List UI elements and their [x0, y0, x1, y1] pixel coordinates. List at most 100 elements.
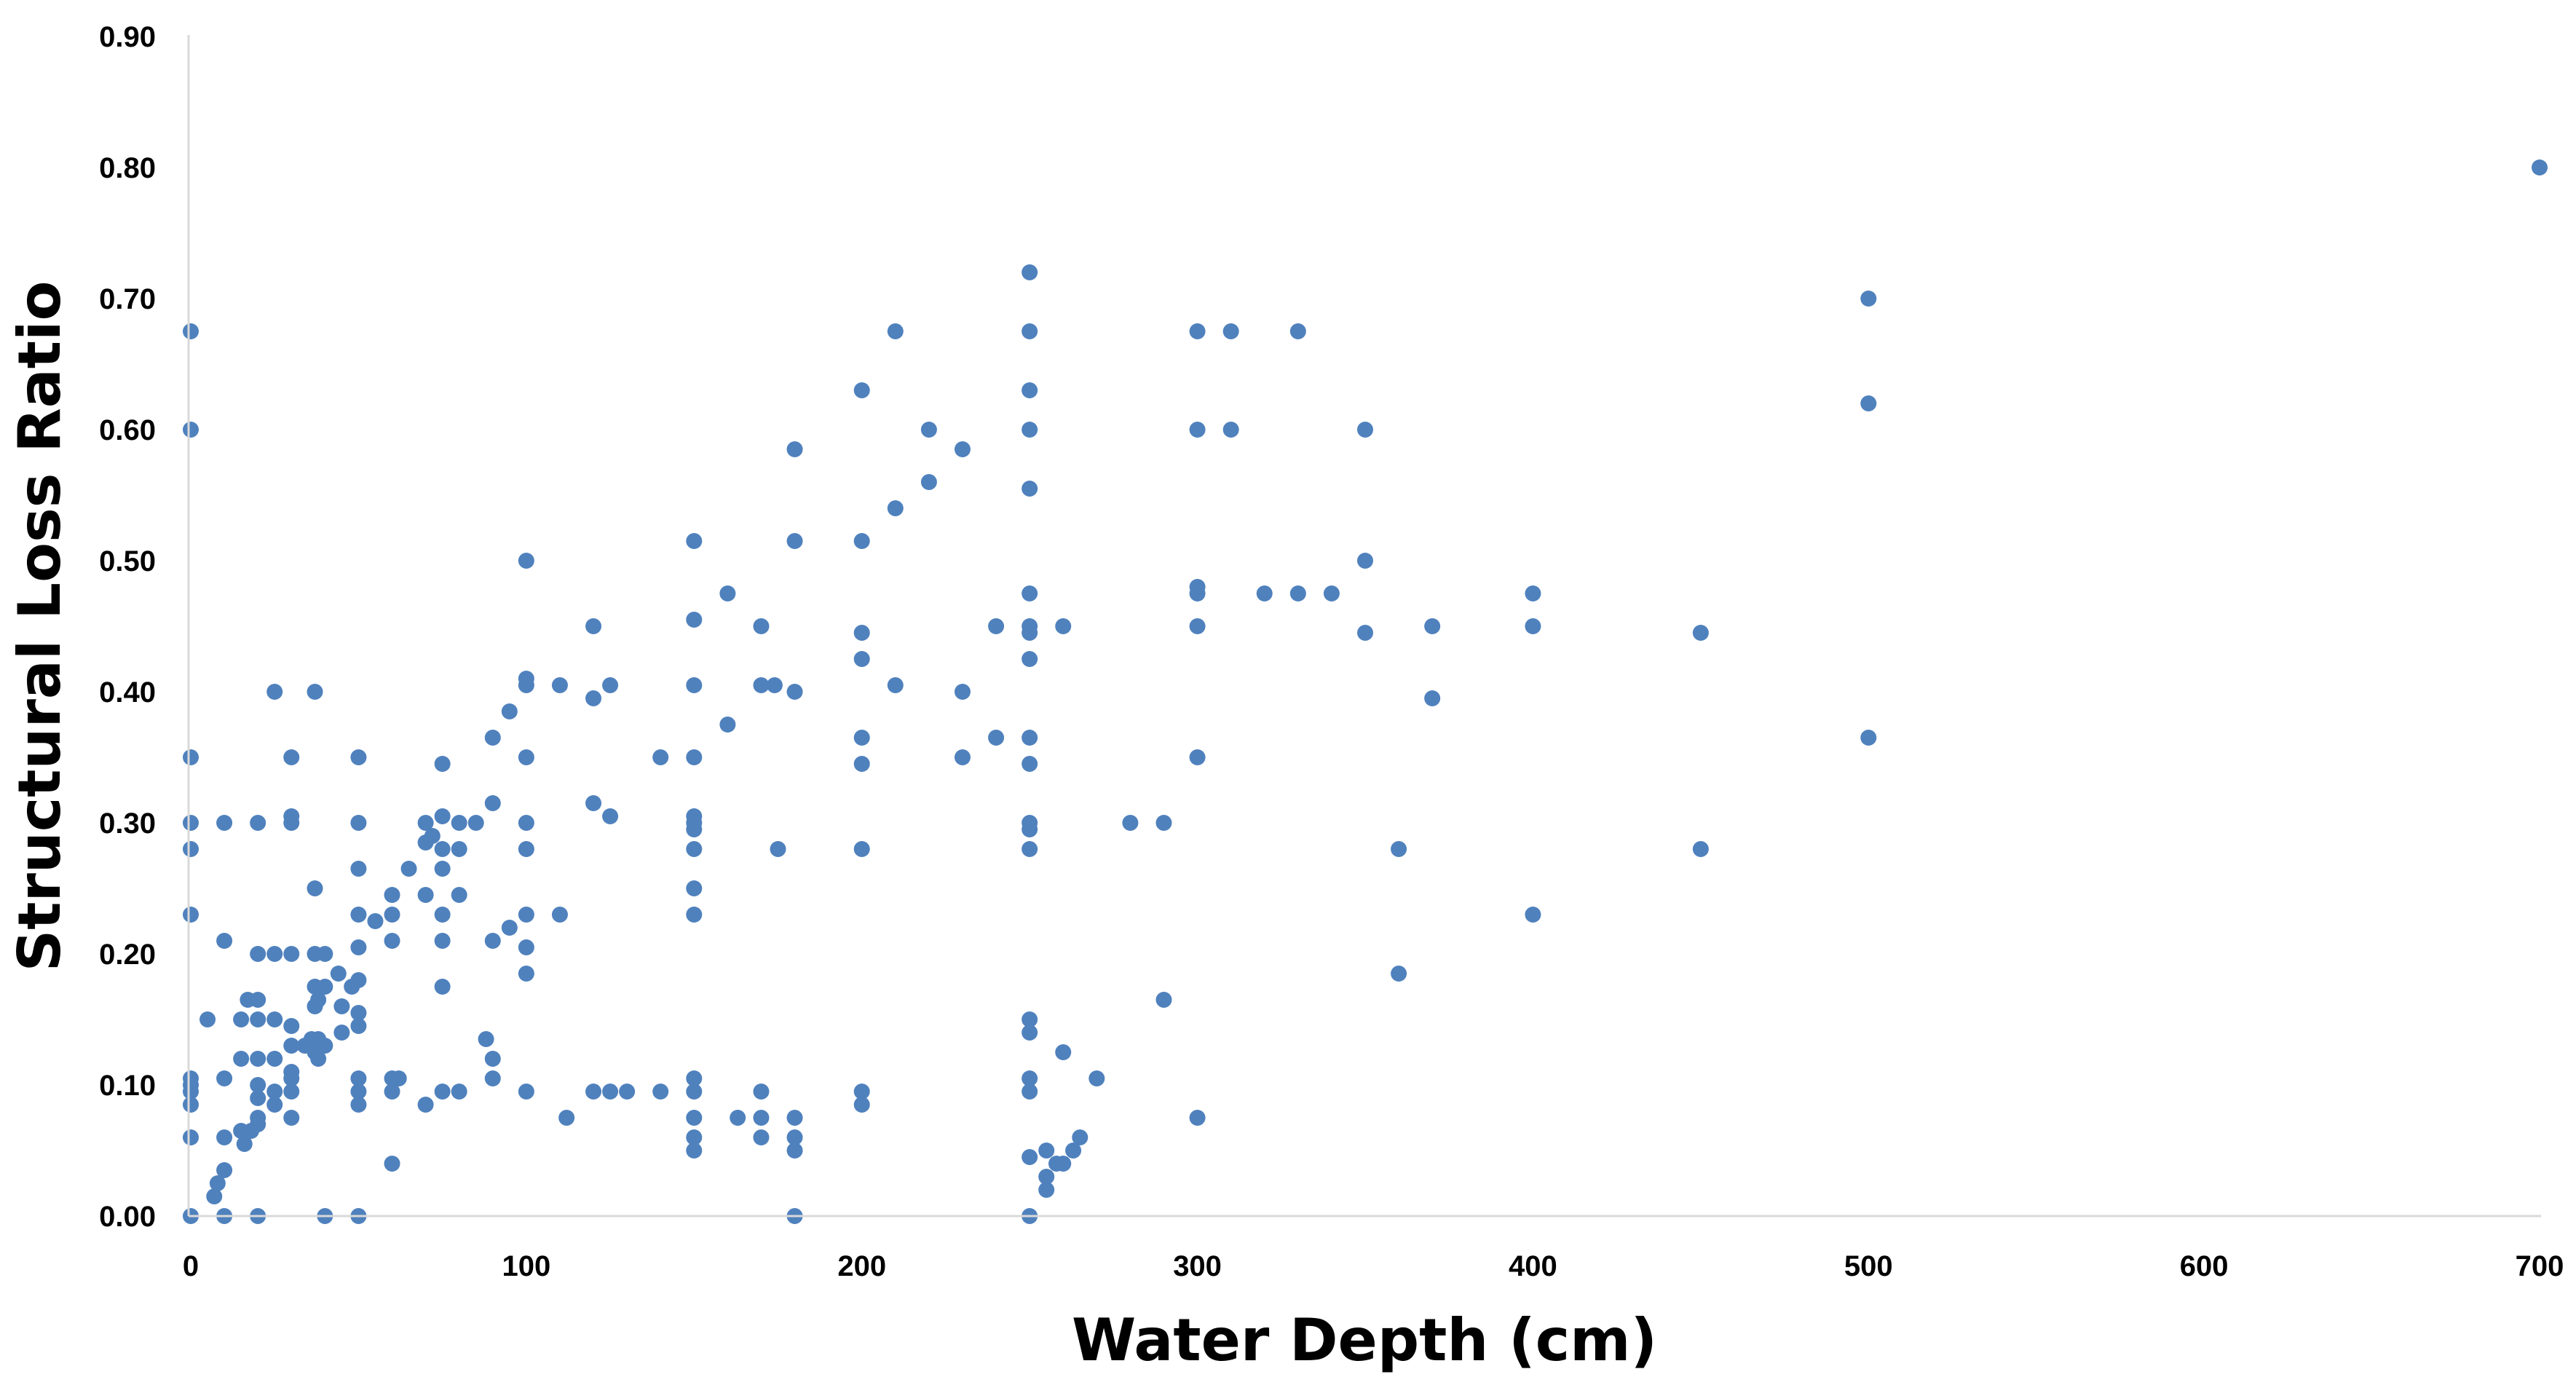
data-point [686, 841, 703, 857]
data-point [216, 815, 233, 831]
y-axis-tick-labels: 0.00 0.10 0.20 0.30 0.40 0.50 0.60 0.70 0.80 0.90 [99, 21, 156, 1233]
data-point [887, 323, 904, 339]
data-point [1065, 1143, 1082, 1159]
data-point [1022, 1084, 1038, 1100]
data-point [384, 933, 400, 949]
data-point [1424, 690, 1441, 706]
data-point [954, 684, 971, 700]
x-tick-label: 600 [2180, 1250, 2229, 1282]
data-point [350, 1097, 367, 1113]
x-tick-label: 400 [1509, 1250, 1557, 1282]
data-point [988, 730, 1005, 746]
x-axis-tick-labels: 0 100 200 300 400 500 600 700 [183, 1250, 2564, 1282]
data-point [1323, 585, 1340, 601]
data-point [434, 907, 451, 923]
data-point [1055, 618, 1072, 634]
data-point [1022, 1011, 1038, 1027]
data-point [1357, 625, 1373, 641]
data-point [350, 749, 367, 765]
data-point [266, 1011, 283, 1027]
data-point [384, 1156, 400, 1172]
data-point [183, 1084, 199, 1100]
x-tick-label: 500 [1844, 1250, 1893, 1282]
data-point [518, 966, 534, 982]
data-point [434, 841, 451, 857]
x-tick-label: 200 [837, 1250, 886, 1282]
y-tick-label: 0.40 [99, 676, 156, 709]
data-point [1122, 815, 1139, 831]
data-point [853, 841, 870, 857]
data-point [384, 907, 400, 923]
data-point [434, 979, 451, 995]
data-point [183, 422, 199, 438]
data-point [283, 1038, 300, 1054]
data-point [585, 690, 602, 706]
data-point [719, 717, 736, 733]
data-point [853, 756, 870, 772]
data-point [1155, 815, 1172, 831]
data-point [686, 1129, 703, 1145]
data-point [518, 677, 534, 693]
data-point [283, 815, 300, 831]
data-point [518, 841, 534, 857]
data-point [283, 946, 300, 962]
data-point [216, 1070, 233, 1086]
data-point [551, 907, 568, 923]
data-point [551, 677, 568, 693]
data-point [1022, 756, 1038, 772]
x-tick-label: 100 [502, 1250, 550, 1282]
data-point [451, 815, 467, 831]
data-point [317, 979, 333, 995]
data-point [216, 933, 233, 949]
data-point [183, 907, 199, 923]
data-point [350, 1018, 367, 1034]
data-point [1860, 291, 1877, 307]
data-point [887, 500, 904, 516]
data-point [266, 1084, 283, 1100]
data-point [518, 939, 534, 955]
data-point [417, 887, 434, 903]
data-point [216, 1129, 233, 1145]
data-point [209, 1175, 226, 1191]
data-point [183, 1129, 199, 1145]
data-point [786, 441, 803, 457]
data-point [853, 625, 870, 641]
data-point [1022, 841, 1038, 857]
data-point [686, 880, 703, 896]
x-tick-label: 700 [2516, 1250, 2564, 1282]
data-point [1022, 585, 1038, 601]
data-point [434, 1084, 451, 1100]
data-point [206, 1188, 223, 1204]
data-point [853, 1097, 870, 1113]
data-point [1055, 1044, 1072, 1060]
data-point [350, 1084, 367, 1100]
y-tick-label: 0.70 [99, 283, 156, 315]
data-point [602, 808, 619, 824]
data-point [585, 1084, 602, 1100]
data-point [317, 1038, 333, 1054]
data-point [1022, 422, 1038, 438]
data-point [417, 815, 434, 831]
data-point [1022, 1149, 1038, 1165]
y-axis-title: Structural Loss Ratio [6, 281, 74, 972]
data-point [434, 861, 451, 877]
data-point [1357, 553, 1373, 569]
data-point [1391, 841, 1407, 857]
data-point [853, 651, 870, 667]
data-point [753, 1110, 770, 1126]
data-point [199, 1011, 216, 1027]
data-point [1692, 625, 1709, 641]
data-point [1189, 422, 1206, 438]
data-point [686, 1070, 703, 1086]
x-axis-title: Water Depth (cm) [1072, 1306, 1657, 1374]
x-tick-label: 0 [183, 1250, 199, 1282]
data-point [183, 815, 199, 831]
data-point [1022, 1025, 1038, 1041]
data-point [501, 920, 518, 936]
data-point [216, 1162, 233, 1178]
data-point [518, 815, 534, 831]
data-point [400, 861, 417, 877]
y-tick-label: 0.80 [99, 152, 156, 184]
data-point [954, 749, 971, 765]
data-point [1525, 585, 1541, 601]
